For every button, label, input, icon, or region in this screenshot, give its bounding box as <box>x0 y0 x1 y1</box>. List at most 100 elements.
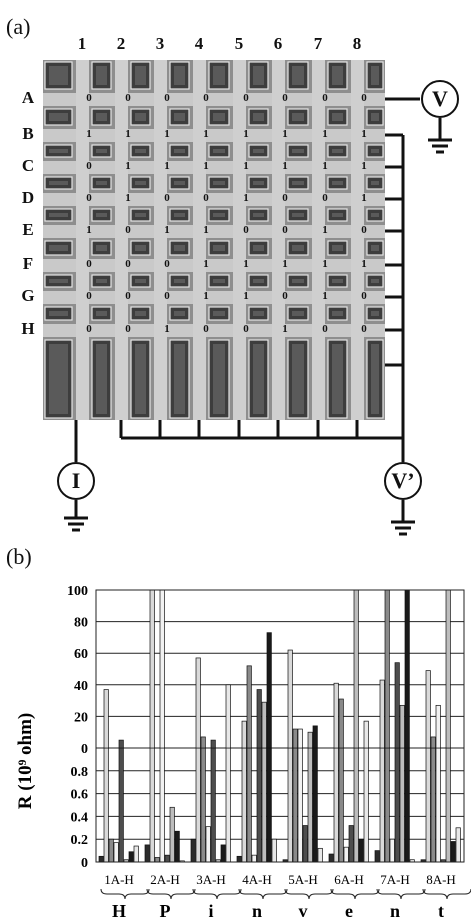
bit-H2: 0 <box>125 323 131 335</box>
bit-D3: 0 <box>164 192 170 204</box>
bit-G5: 1 <box>243 290 249 302</box>
category-brace <box>284 888 334 900</box>
bar <box>210 739 216 749</box>
column-electrode <box>154 60 167 420</box>
bar <box>108 838 114 863</box>
bar <box>174 830 180 863</box>
cell-pattern <box>253 245 264 251</box>
cell-pattern <box>96 66 107 85</box>
tick-label-lower: 0.4 <box>71 810 89 825</box>
category-brace <box>422 888 471 900</box>
column-electrode <box>233 60 246 420</box>
category-letter: n <box>390 901 400 921</box>
cell-pattern <box>96 344 107 414</box>
cell-pattern <box>332 344 343 414</box>
category-label: 2A-H <box>150 872 180 887</box>
cell-pattern <box>332 181 343 185</box>
bar <box>271 838 277 863</box>
bit-H6: 1 <box>282 323 288 335</box>
cell-pattern <box>96 181 107 185</box>
bar-lower-full <box>266 747 272 863</box>
bar <box>159 589 165 749</box>
cell-pattern <box>135 181 146 185</box>
tick-label-upper: 0 <box>81 742 88 757</box>
cell-pattern <box>213 213 225 217</box>
bit-B2: 1 <box>125 128 131 140</box>
bit-H5: 0 <box>243 323 249 335</box>
bar <box>246 665 252 749</box>
axes: 0 20 40 60 80 100 0 0.2 0.4 0.6 0.8 1A-H H 2A-H P 3A-H i… <box>67 584 471 921</box>
bar <box>164 854 170 863</box>
bit-C8: 1 <box>361 160 367 172</box>
bar <box>266 632 272 749</box>
row-label-D: D <box>21 188 35 207</box>
bar <box>404 589 410 749</box>
bar <box>195 657 201 749</box>
row-label-C: C <box>21 156 35 175</box>
voltmeter-v-label: V <box>432 86 448 111</box>
cell-pattern <box>96 245 107 251</box>
cell-pattern <box>174 245 185 251</box>
category-label: 3A-H <box>196 872 226 887</box>
tick-label-lower: 0 <box>81 856 88 871</box>
bar-lower-full <box>261 747 267 863</box>
bar <box>450 841 456 863</box>
cell-pattern <box>49 149 68 153</box>
bar-lower-full <box>338 747 344 863</box>
cell-pattern <box>174 113 185 121</box>
cell-pattern <box>253 344 264 414</box>
cell-pattern <box>135 213 146 217</box>
cell-pattern <box>135 311 146 316</box>
bar <box>169 806 175 863</box>
cell-pattern <box>332 66 343 85</box>
column-label-4: 4 <box>194 34 204 53</box>
bar <box>128 851 134 863</box>
category-label: 4A-H <box>242 872 272 887</box>
bit-G7: 1 <box>322 290 328 302</box>
bar-lower-full <box>287 747 293 863</box>
bit-A4: 0 <box>203 92 209 104</box>
bit-F4: 1 <box>203 258 209 270</box>
bit-F8: 1 <box>361 258 367 270</box>
category-brace <box>238 888 288 900</box>
cell-pattern <box>96 279 107 283</box>
bar <box>328 853 334 863</box>
cell-pattern <box>292 245 304 251</box>
bar-lower-full <box>246 747 252 863</box>
category-brace <box>146 888 196 900</box>
cell-pattern <box>371 181 379 185</box>
bit-G2: 0 <box>125 290 131 302</box>
bar-lower-full <box>210 747 216 863</box>
bit-C2: 1 <box>125 160 131 172</box>
bit-H8: 0 <box>361 323 367 335</box>
bar <box>384 589 390 749</box>
bit-D4: 0 <box>203 192 209 204</box>
column-electrode <box>193 60 206 420</box>
cell-pattern <box>253 279 264 283</box>
cell-pattern <box>332 279 343 283</box>
bit-H7: 0 <box>322 323 328 335</box>
cell-pattern <box>96 149 107 153</box>
cell-pattern <box>174 279 185 283</box>
tick-label-upper: 100 <box>67 584 88 599</box>
bar <box>103 689 109 749</box>
tick-label-lower: 0.2 <box>71 833 89 848</box>
cell-pattern <box>371 213 379 217</box>
cell-pattern <box>292 66 304 85</box>
row-electrode <box>43 324 385 337</box>
cell-pattern <box>253 66 264 85</box>
bar-lower-full <box>118 747 124 863</box>
bar <box>154 857 160 863</box>
bar <box>236 855 242 863</box>
bit-C3: 1 <box>164 160 170 172</box>
row-electrode <box>43 225 385 238</box>
column-label-2: 2 <box>116 34 126 53</box>
category-brace <box>376 888 426 900</box>
bar <box>297 728 303 749</box>
category-letter: t <box>438 901 444 921</box>
cell-pattern <box>174 181 185 185</box>
bar <box>317 847 323 863</box>
category-brace <box>100 888 150 900</box>
bar-lower-full <box>159 747 165 863</box>
category-letter: i <box>208 901 213 921</box>
